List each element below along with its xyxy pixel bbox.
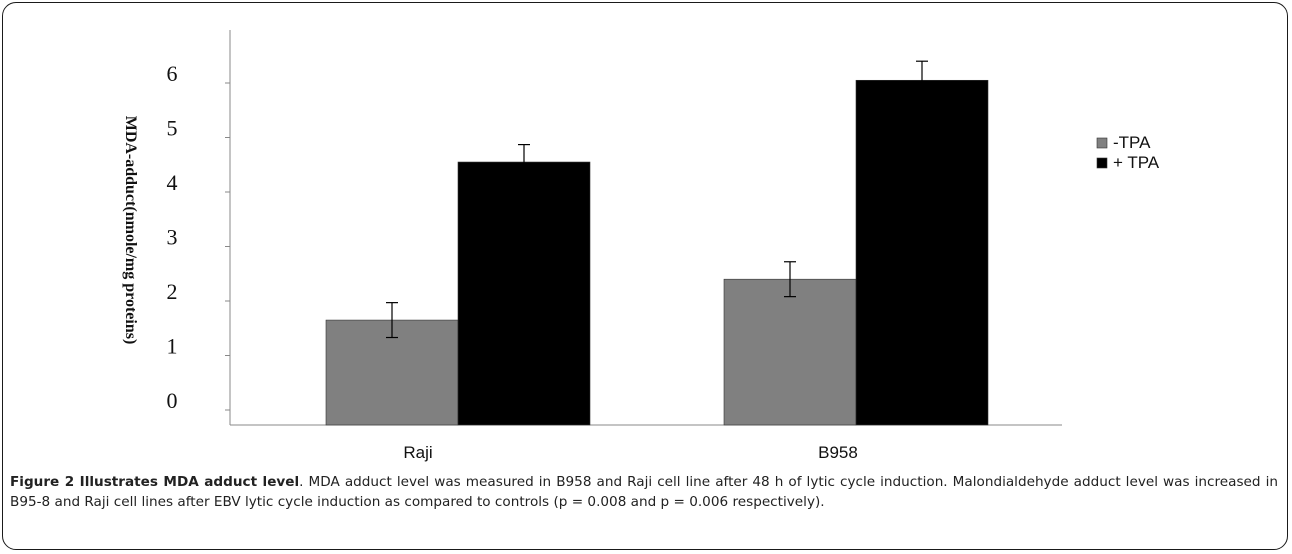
x-tick-label: B958 [818,443,858,462]
bar-tpa-b958 [855,79,989,426]
y-tick-label: 6 [167,61,178,86]
chart-legend: -TPA+ TPA [1096,133,1160,172]
x-tick-label: Raji [403,443,432,462]
y-tick-label: 5 [167,116,178,141]
y-tick-label: 2 [167,279,178,304]
legend-swatch [1096,157,1108,169]
y-tick-label: 3 [167,225,178,250]
legend-label: + TPA [1113,153,1160,172]
bar-tpa-raji [457,161,591,426]
legend-label: -TPA [1113,133,1151,152]
figure-caption: Figure 2 Illustrates MDA adduct level. M… [10,472,1278,512]
y-axis-title: MDA-adduct(nmole/mg proteins) [122,116,139,345]
caption-text: . MDA adduct level was measured in B958 … [10,474,1278,510]
y-tick-label: 0 [167,388,178,413]
chart-bars [325,60,989,426]
legend-swatch [1096,137,1108,149]
y-tick-label: 4 [167,170,178,195]
caption-title: Figure 2 Illustrates MDA adduct level [10,474,300,490]
bar-chart: 0 1 2 3 4 5 6 MDA-adduct(nmole/mg proteins) Raji… [122,30,1160,462]
y-tick-label: 1 [167,334,178,359]
chart-axes: 0 1 2 3 4 5 6 MDA-adduct(nmole/mg proteins) Raji… [122,30,1062,462]
bar-tpa-b958 [723,278,857,426]
